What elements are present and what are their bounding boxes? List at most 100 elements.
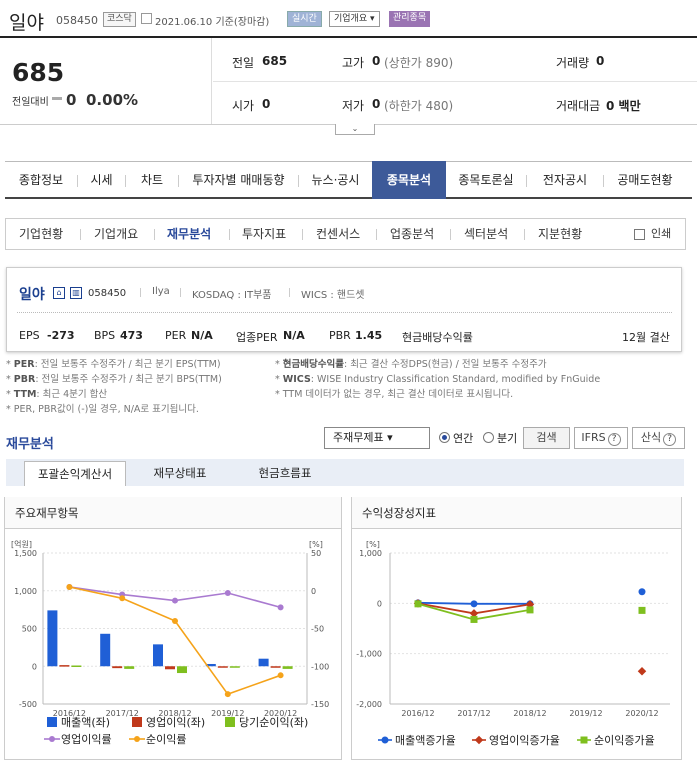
bar	[270, 666, 281, 668]
tab-price[interactable]: 시세	[90, 173, 113, 187]
y-tick-label: -1,000	[356, 650, 382, 659]
company-info-box	[6, 267, 682, 352]
tab-cash-flow[interactable]: 현금흐름표	[258, 466, 312, 480]
eps-label: EPS	[19, 329, 40, 342]
stat-label-prev: 전일	[232, 56, 255, 70]
search-button[interactable]: 검색	[523, 427, 570, 449]
stat-extra-high: (상한가 890)	[384, 56, 454, 70]
subtab-company[interactable]: 기업현황	[19, 227, 64, 241]
series-point	[172, 597, 178, 604]
y-tick-label-right: -150	[311, 700, 329, 709]
subtab-financial[interactable]: 재무분석	[167, 227, 212, 241]
subtab-sector[interactable]: 섹터분석	[464, 227, 509, 241]
quarter-radio[interactable]	[483, 432, 494, 443]
print-icon[interactable]	[634, 229, 645, 240]
sub-tab-bar	[5, 218, 686, 250]
x-tick-label: 2017/12	[106, 709, 139, 718]
x-tick-label: 2020/12	[264, 709, 297, 718]
tab-investor-trend[interactable]: 투자자별 매매동향	[192, 173, 285, 187]
tab-divider	[125, 175, 126, 187]
managed-stock-badge: 관리종목	[389, 11, 431, 27]
series-point	[638, 606, 646, 614]
growth-indicators-chart: [%]1,000 0 -1,000 -2,000 2016/12 2017/12 2018/…	[356, 540, 670, 747]
tab-analysis[interactable]: 종목분석	[372, 161, 446, 199]
per-label: PER	[165, 329, 187, 342]
bps-value: 473	[120, 329, 143, 342]
stock-code: 058450	[56, 14, 98, 27]
tab-disclosure[interactable]: 전자공시	[542, 173, 588, 187]
notes-left: * PER: 전일 보통주 수정주가 / 최근 분기 EPS(TTM) * PB…	[6, 357, 222, 417]
legend-swatch	[47, 717, 57, 727]
annual-radio[interactable]	[439, 432, 450, 443]
legend-label: 영업이익(좌)	[146, 716, 205, 729]
note-item: * WICS: WISE Industry Classification Sta…	[275, 374, 601, 385]
realtime-button[interactable]: 실시간	[287, 11, 322, 27]
tab-short-selling[interactable]: 공매도현황	[617, 173, 673, 187]
bar	[124, 666, 135, 669]
y-axis-unit: [%]	[366, 540, 380, 549]
company-market: KOSDAQ : IT부품	[192, 290, 272, 301]
meta-divider	[289, 288, 290, 297]
subtab-summary[interactable]: 기업개요	[94, 227, 139, 241]
y-axis-unit-left: [억원]	[11, 539, 32, 549]
subtab-divider	[302, 229, 303, 240]
current-price: 685	[12, 58, 65, 87]
ifrs-help-button[interactable]: IFRS?	[574, 427, 628, 449]
series-point	[66, 583, 73, 590]
y-tick-label: -500	[19, 700, 37, 709]
annual-label: 연간	[453, 432, 474, 445]
stock-name: 일야	[9, 12, 44, 34]
x-tick-label: 2019/12	[569, 709, 602, 718]
main-tab-bar	[5, 161, 692, 199]
per-value: N/A	[191, 329, 213, 342]
x-tick-label: 2020/12	[625, 709, 658, 718]
tab-news[interactable]: 뉴스·공시	[311, 173, 360, 187]
legend-label: 매출액증가율	[395, 734, 456, 747]
stat-label-volume: 거래량	[556, 56, 590, 70]
legend-label: 순이익률	[146, 733, 186, 746]
x-tick-label: 2018/12	[513, 709, 546, 718]
stat-label-low: 저가	[342, 99, 365, 113]
subtab-ownership[interactable]: 지분현황	[538, 227, 583, 241]
industry-per-label: 업종PER	[236, 331, 278, 344]
subtab-divider	[229, 229, 230, 240]
bar	[71, 665, 82, 667]
subtab-industry[interactable]: 업종분석	[390, 227, 435, 241]
y-tick-label: -2,000	[356, 700, 382, 709]
header-divider	[0, 36, 697, 38]
subtab-indicators[interactable]: 투자지표	[242, 227, 287, 241]
statement-type-select[interactable]: 주재무제표 ▾	[324, 427, 430, 449]
tab-overview[interactable]: 종합정보	[18, 173, 64, 187]
home-icon[interactable]: ⌂	[53, 287, 65, 299]
stat-value-open: 0	[262, 97, 271, 111]
series-point	[224, 590, 231, 597]
legend-swatch	[381, 736, 389, 744]
expand-toggle-chevron-icon[interactable]: ⌄	[335, 124, 375, 135]
tab-balance-sheet[interactable]: 재무상태표	[153, 466, 207, 480]
building-icon[interactable]: ▥	[70, 287, 82, 299]
note-item: * TTM: 최근 4분기 합산	[6, 389, 108, 400]
x-tick-label: 2019/12	[211, 709, 244, 718]
stats-divider	[213, 81, 697, 82]
bar	[258, 658, 269, 667]
tab-chart[interactable]: 차트	[140, 173, 164, 187]
stat-value-prev: 685	[262, 54, 288, 68]
overview-dropdown[interactable]: 기업개요 ▾	[329, 11, 380, 27]
dividend-yield-label: 현금배당수익률	[402, 331, 473, 344]
formula-help-button[interactable]: 산식?	[632, 427, 685, 449]
x-tick-label: 2017/12	[457, 709, 490, 718]
bar	[112, 666, 123, 669]
bar	[100, 633, 111, 667]
note-item: * PER: 전일 보통주 수정주가 / 최근 분기 EPS(TTM)	[6, 359, 221, 370]
section-title: 재무분석	[6, 437, 54, 452]
print-button[interactable]: 인쇄	[651, 227, 672, 240]
tab-income-statement[interactable]: 포괄손익계산서	[24, 461, 126, 486]
tab-divider	[178, 175, 179, 187]
y-tick-label: 1,000	[359, 549, 382, 558]
bar	[165, 666, 175, 670]
eps-value: -273	[47, 329, 75, 342]
tab-discussion[interactable]: 종목토론실	[458, 173, 514, 187]
subtab-consensus[interactable]: 컨센서스	[316, 227, 361, 241]
y-tick-label-right: 50	[311, 549, 321, 558]
subtab-divider	[154, 229, 155, 240]
